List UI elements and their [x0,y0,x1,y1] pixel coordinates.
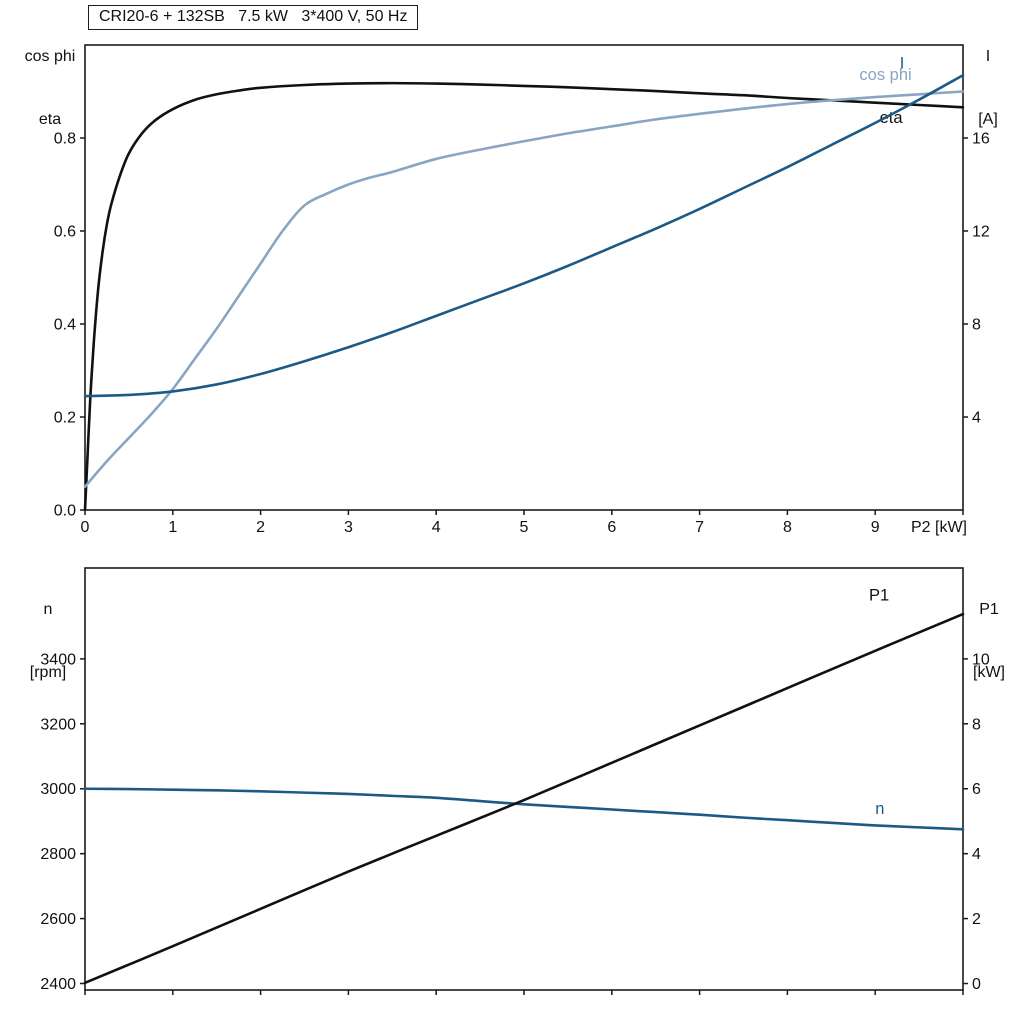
x-tick-label: 1 [168,519,177,536]
axis-title-current-unit: [A] [978,111,998,128]
curve-label-I: I [900,54,905,72]
axis-title-current: I [985,48,991,65]
curve-label-P1: P1 [869,586,889,604]
left-tick-label: 0.8 [54,131,76,148]
left-tick-label: 0.2 [54,410,76,427]
x-tick-label: 9 [871,519,880,536]
x-tick-label: 5 [520,519,529,536]
x-tick-label: 0 [81,519,90,536]
x-tick-label: 2 [256,519,265,536]
right-tick-label: 0 [972,976,981,993]
curve-label-cos-phi: cos phi [859,66,911,84]
x-tick-label: 3 [344,519,353,536]
left-tick-label: 2800 [40,846,76,863]
axis-title-eta: eta [38,111,62,128]
left-tick-label: 3400 [40,651,76,668]
plot-frame-motor-performance-top [84,44,964,511]
right-tick-label: 8 [972,317,981,334]
x-axis-label: P2 [kW] [911,519,967,536]
curve-label-n: n [875,800,884,818]
top-right-axis-title: I [A] [962,4,1014,151]
left-tick-label: 2400 [40,976,76,993]
right-tick-label: 8 [972,716,981,733]
top-left-axis-title: cos phi eta [14,4,86,151]
curve-P1 [83,612,965,985]
curve-label-eta: eta [880,109,904,127]
right-tick-label: 2 [972,911,981,928]
right-tick-label: 16 [972,131,990,148]
axis-title-cos-phi: cos phi [24,48,76,65]
left-tick-label: 3000 [40,781,76,798]
right-tick-label: 12 [972,224,990,241]
left-tick-label: 0.0 [54,503,76,520]
x-tick-label: 8 [783,519,792,536]
right-tick-label: 4 [972,846,981,863]
curve-n [83,787,965,831]
left-tick-label: 0.6 [54,224,76,241]
bottom-right-axis-title: P1 [kW] [960,557,1018,704]
curve-I [83,73,965,398]
chart-title-box: CRI20-6 + 132SB 7.5 kW 3*400 V, 50 Hz [88,5,419,30]
left-tick-label: 0.4 [54,317,76,334]
axis-title-p1-unit: [kW] [973,664,1005,681]
axis-title-p1: P1 [979,601,999,618]
right-tick-label: 6 [972,781,981,798]
curve-cos-phi [83,90,965,489]
x-tick-label: 7 [695,519,704,536]
axis-title-speed-unit: [rpm] [29,664,67,681]
bottom-left-axis-title: n [rpm] [17,557,79,704]
x-tick-label: 6 [607,519,616,536]
curve-eta [83,81,965,512]
right-tick-label: 10 [972,651,990,668]
left-tick-label: 3200 [40,716,76,733]
left-tick-label: 2600 [40,911,76,928]
axis-title-speed: n [43,601,53,618]
x-tick-label: 4 [432,519,441,536]
right-tick-label: 4 [972,410,981,427]
